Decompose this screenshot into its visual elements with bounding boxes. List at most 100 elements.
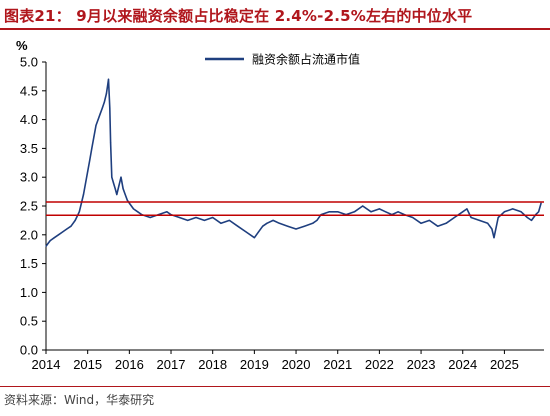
figure-title-bar: 图表21： 9月以来融资余额占比稳定在 2.4%-2.5%左右的中位水平 [0,0,550,30]
data-point [445,222,447,224]
data-point [262,225,264,227]
data-point [520,211,522,213]
data-point [362,205,364,207]
line-chart: % 0.0 0.5 1.0 1.5 2.0 2.5 3.0 3.5 4.0 4.5 5.0 2014 20… [16,38,544,372]
data-point [178,216,180,219]
data-point [526,216,528,219]
x-tick-label: 2017 [157,357,186,372]
data-point [112,182,115,184]
data-point [118,185,120,187]
x-tick-label: 2024 [448,357,477,372]
data-point [540,202,542,204]
data-point [303,225,305,227]
series-line-financing-ratio [45,78,542,247]
data-point [114,188,116,190]
data-point [49,239,51,242]
x-tick-label: 2020 [282,357,311,372]
data-point [128,202,130,204]
data-point [109,107,111,109]
data-point [257,231,260,233]
data-point [105,93,108,95]
y-tick-label: 3.0 [20,170,38,185]
data-point [107,78,110,80]
data-point [370,211,372,213]
x-tick-label: 2018 [198,357,227,372]
data-point [530,219,533,221]
data-point [237,225,239,227]
data-point [78,211,80,213]
data-point [462,211,464,213]
data-point [493,237,495,239]
y-axis-unit-label: % [16,38,28,53]
x-tick-label: 2014 [32,357,61,372]
data-point [89,159,91,161]
data-point [62,231,64,233]
data-point [120,176,122,178]
y-tick-label: 0.5 [20,314,38,329]
data-point [66,228,68,230]
data-point [478,219,481,221]
data-point [220,222,222,224]
data-point [116,193,118,196]
data-point [278,222,280,224]
x-tick-label: 2022 [365,357,394,372]
legend-label: 融资余额占流通市值 [252,52,360,67]
data-point [93,136,95,138]
data-point [53,237,55,239]
data-point [537,211,540,213]
data-point [266,222,268,224]
y-tick-label: 2.5 [20,199,38,214]
y-tick-label: 1.0 [20,285,38,300]
data-point [57,234,60,236]
data-point [103,101,105,103]
data-point [137,211,139,213]
y-tick-label: 4.5 [20,83,38,98]
figure-title: 图表21： 9月以来融资余额占比稳定在 2.4%-2.5%左右的中位水平 [4,7,473,25]
data-point [353,211,355,213]
data-point [70,225,72,227]
x-tick-label: 2016 [115,357,144,372]
data-point [287,225,289,227]
source-divider [0,386,550,387]
data-point [149,216,151,219]
data-point [470,216,472,219]
x-tick-label: 2021 [323,357,352,372]
data-point [312,222,314,224]
data-point [512,208,514,210]
data-point [245,231,247,233]
data-point [497,216,499,219]
data-point [437,225,439,227]
data-point [203,219,205,221]
data-point [316,219,318,221]
data-point [126,199,128,201]
data-point [453,216,456,219]
x-tick-label: 2025 [490,357,519,372]
data-point [107,84,109,86]
data-point [466,208,468,210]
source-note: 资料来源：Wind，华泰研究 [4,393,155,407]
data-point [337,211,339,213]
data-point [487,222,489,224]
y-tick-label: 0.0 [20,343,38,358]
y-tick-label: 2.0 [20,227,38,242]
data-point [97,119,99,121]
y-tick-label: 1.5 [20,256,38,271]
data-point [109,142,112,144]
data-point [74,219,76,221]
x-tick-label: 2019 [240,357,269,372]
data-point [122,188,124,190]
data-point [195,216,197,219]
data-point [397,211,399,213]
data-point [187,219,189,221]
data-point [45,245,47,247]
data-point [95,124,97,126]
data-point [420,222,422,224]
data-point [328,211,330,213]
x-tick-label: 2023 [407,357,436,372]
y-tick-label: 4.0 [20,112,38,127]
data-point [91,147,93,149]
data-point [272,219,274,221]
data-point [124,193,126,196]
data-point [82,193,85,196]
data-point [491,228,493,230]
